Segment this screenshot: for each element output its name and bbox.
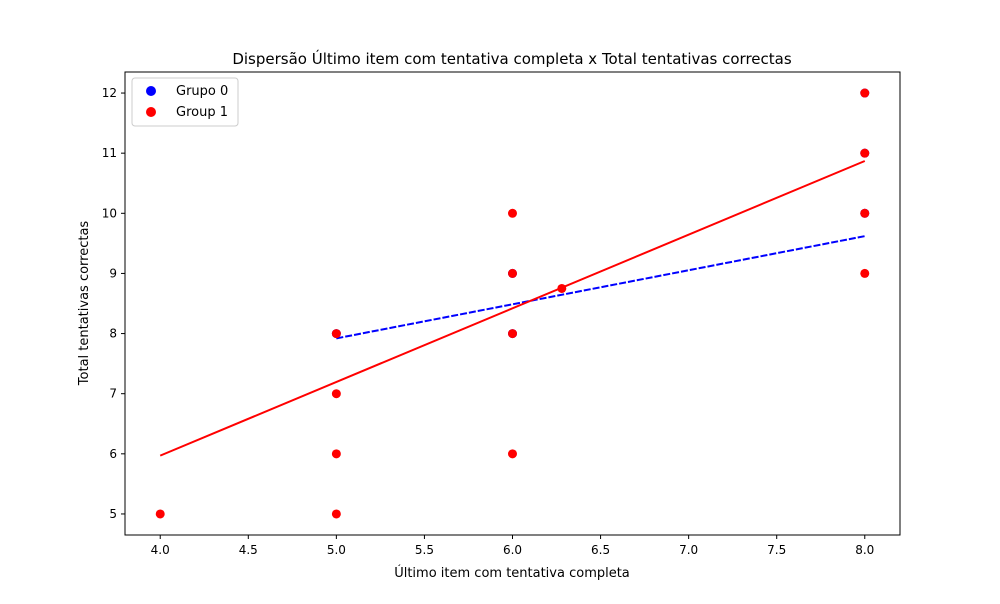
data-point-series-1: [508, 268, 517, 278]
data-point-series-1: [860, 148, 870, 158]
x-tick-label: 6.5: [591, 543, 610, 557]
y-axis-label: Total tentativas correctas: [77, 221, 92, 387]
plot-area: 4.0 4.5 5.0 5.5 6.0 6.5 7.0 7.5 8.0 5 6 7 8 9 10 11 12: [102, 71, 901, 557]
y-tick-label: 8: [109, 327, 117, 341]
data-point-series-1: [331, 389, 341, 399]
data-point-series-1: [331, 509, 341, 519]
y-tick-label: 6: [109, 447, 117, 461]
data-point-series-1: [557, 283, 567, 293]
legend-label-series-0: Grupo 0: [176, 84, 228, 99]
trendline-series-1: [159, 160, 866, 457]
data-point-series-1: [860, 268, 870, 278]
x-tick-label: 5.0: [327, 543, 346, 557]
data-point-series-1: [331, 329, 341, 339]
y-tick-label: 11: [102, 146, 117, 160]
data-point-series-1: [155, 509, 165, 519]
data-point-series-1: [860, 88, 870, 98]
legend-marker-series-1: [146, 107, 156, 117]
x-tick-label: 4.0: [151, 543, 170, 557]
data-point-series-1: [508, 208, 517, 218]
x-tick-label: 8.0: [855, 543, 874, 557]
legend-marker-series-0: [146, 86, 156, 96]
y-tick-label: 9: [109, 266, 117, 280]
data-point-series-1: [508, 449, 517, 459]
chart-title: Dispersão Último item com tentativa comp…: [232, 49, 792, 68]
data-point-series-1: [508, 329, 517, 339]
legend-label-series-1: Group 1: [176, 105, 228, 120]
x-tick-label: 4.5: [239, 543, 258, 557]
x-tick-label: 6.0: [503, 543, 522, 557]
y-tick-label: 7: [109, 387, 117, 401]
y-tick-label: 5: [109, 507, 117, 521]
x-axis-label: Último item com tentativa completa: [394, 565, 630, 581]
legend-box: [131, 77, 239, 127]
y-tick-label: 10: [102, 206, 117, 220]
x-tick-label: 5.5: [415, 543, 434, 557]
data-point-series-1: [860, 208, 870, 218]
x-tick-label: 7.0: [679, 543, 698, 557]
x-tick-label: 7.5: [767, 543, 786, 557]
legend: Grupo 0 Group 1: [131, 77, 239, 127]
data-point-series-1: [331, 449, 341, 459]
y-tick-label: 12: [102, 86, 117, 100]
